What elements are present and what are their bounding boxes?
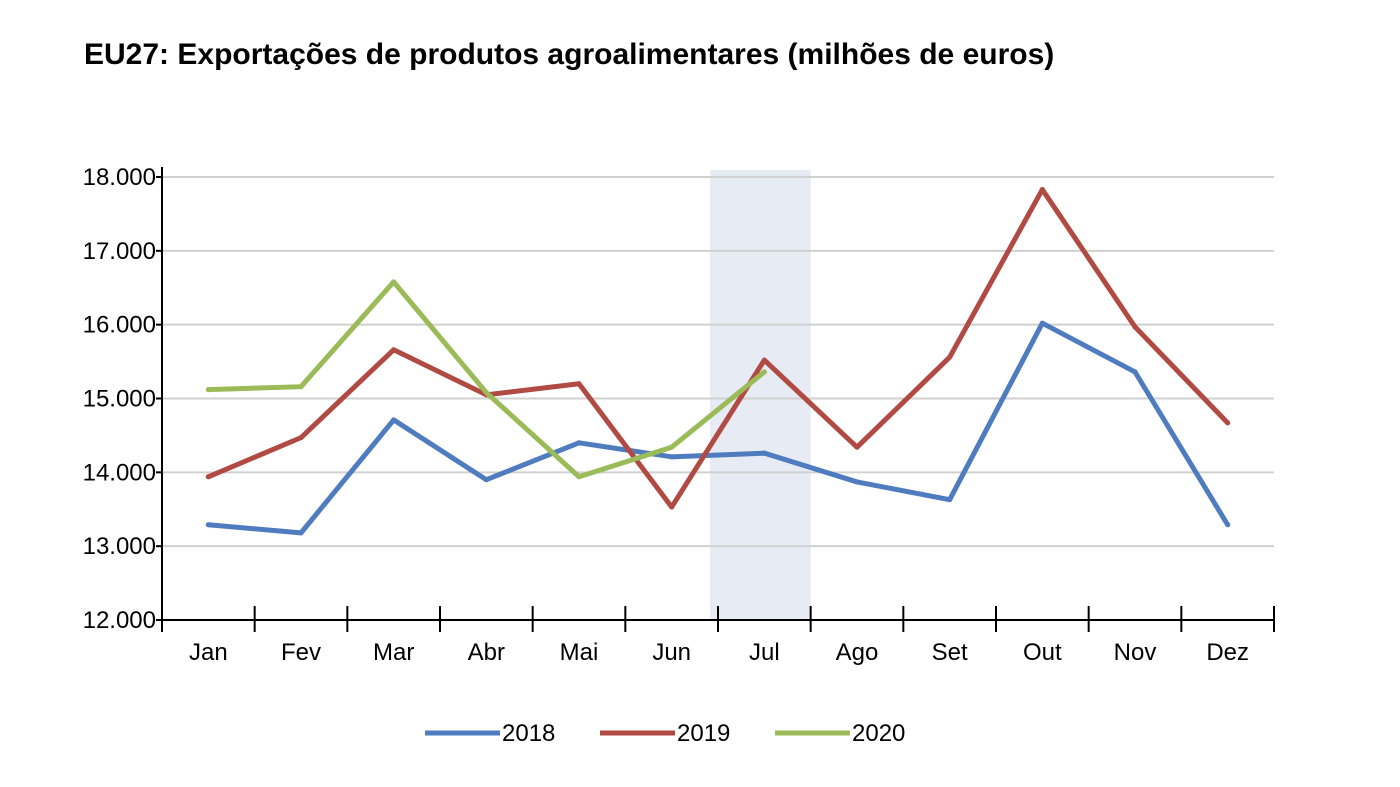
data-point-2019 <box>576 381 582 387</box>
data-point-2018 <box>483 477 489 483</box>
series-line-2019 <box>205 187 1231 510</box>
data-point-2019 <box>947 354 953 360</box>
y-tick-label: 15.000 <box>83 386 156 413</box>
data-point-2020 <box>391 279 397 285</box>
data-point-2019 <box>854 444 860 450</box>
data-point-2020 <box>205 387 211 393</box>
data-point-2020 <box>669 444 675 450</box>
data-point-2020 <box>298 384 304 390</box>
data-point-2020 <box>483 390 489 396</box>
data-point-2019 <box>1039 187 1045 193</box>
y-tick-label: 17.000 <box>83 238 156 265</box>
y-tick-label: 18.000 <box>83 164 156 191</box>
x-tick-label: Jul <box>749 639 780 666</box>
x-tick-label: Jun <box>652 639 691 666</box>
data-point-2018 <box>1225 522 1231 528</box>
y-tick-label: 14.000 <box>83 459 156 486</box>
data-point-2018 <box>1132 369 1138 375</box>
data-point-2019 <box>205 474 211 480</box>
data-point-2018 <box>576 440 582 446</box>
data-point-2019 <box>298 435 304 441</box>
data-point-2019 <box>669 504 675 510</box>
data-point-2019 <box>391 347 397 353</box>
data-point-2018 <box>298 530 304 536</box>
series-line-2020 <box>205 279 767 480</box>
data-point-2020 <box>761 369 767 375</box>
data-point-2018 <box>669 454 675 460</box>
x-tick-label: Mai <box>560 639 599 666</box>
x-tick-label: Mar <box>373 639 414 666</box>
y-tick-label: 16.000 <box>83 312 156 339</box>
x-tick-label: Nov <box>1114 639 1157 666</box>
x-tick-label: Ago <box>836 639 879 666</box>
chart-title: EU27: Exportações de produtos agroalimen… <box>84 38 1055 71</box>
y-tick-label: 12.000 <box>83 607 156 634</box>
x-tick-label: Out <box>1023 639 1062 666</box>
data-point-2019 <box>1225 420 1231 426</box>
x-tick-label: Jan <box>189 639 228 666</box>
x-tick-label: Dez <box>1206 639 1249 666</box>
legend-label-2020: 2020 <box>852 720 905 747</box>
highlight-band <box>710 170 811 620</box>
data-point-2020 <box>576 474 582 480</box>
legend-label-2019: 2019 <box>677 720 730 747</box>
legend-label-2018: 2018 <box>502 720 555 747</box>
x-tick-label: Fev <box>281 639 321 666</box>
data-point-2019 <box>761 357 767 363</box>
data-point-2018 <box>947 497 953 503</box>
x-tick-label: Set <box>932 639 968 666</box>
y-tick-label: 13.000 <box>83 533 156 560</box>
data-point-2018 <box>1039 320 1045 326</box>
x-tick-label: Abr <box>468 639 505 666</box>
series-line-2018 <box>205 320 1231 536</box>
data-point-2018 <box>761 450 767 456</box>
data-point-2018 <box>391 417 397 423</box>
data-point-2019 <box>1132 324 1138 330</box>
data-point-2018 <box>205 522 211 528</box>
data-point-2018 <box>854 479 860 485</box>
